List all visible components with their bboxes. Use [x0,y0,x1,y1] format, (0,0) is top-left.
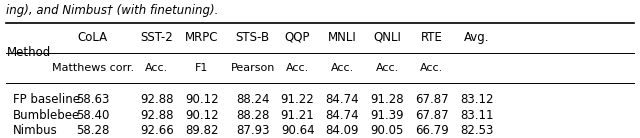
Text: Bumblebee: Bumblebee [13,109,80,122]
Text: 91.39: 91.39 [371,109,404,122]
Text: 58.40: 58.40 [76,109,109,122]
Text: 90.64: 90.64 [281,124,314,137]
Text: 90.12: 90.12 [185,109,218,122]
Text: 66.79: 66.79 [415,124,449,137]
Text: 67.87: 67.87 [415,109,449,122]
Text: ing), and Nimbus† (with finetuning).: ing), and Nimbus† (with finetuning). [6,4,219,17]
Text: QNLI: QNLI [373,31,401,44]
Text: Avg.: Avg. [464,31,490,44]
Text: 91.22: 91.22 [281,93,314,106]
Text: 90.05: 90.05 [371,124,404,137]
Text: 84.09: 84.09 [326,124,359,137]
Text: Acc.: Acc. [376,63,399,73]
Text: 83.11: 83.11 [460,109,493,122]
Text: MRPC: MRPC [185,31,218,44]
Text: Acc.: Acc. [286,63,309,73]
Text: 84.74: 84.74 [326,109,359,122]
Text: Nimbus: Nimbus [13,124,58,137]
Text: 83.12: 83.12 [460,93,493,106]
Text: 88.28: 88.28 [236,109,269,122]
Text: STS-B: STS-B [236,31,270,44]
Text: 84.74: 84.74 [326,93,359,106]
Text: 67.87: 67.87 [415,93,449,106]
Text: Acc.: Acc. [145,63,168,73]
Text: 58.28: 58.28 [76,124,109,137]
Text: 89.82: 89.82 [185,124,218,137]
Text: 90.12: 90.12 [185,93,218,106]
Text: Acc.: Acc. [331,63,354,73]
Text: RTE: RTE [421,31,443,44]
Text: 92.66: 92.66 [140,124,173,137]
Text: 82.53: 82.53 [460,124,493,137]
Text: F1: F1 [195,63,208,73]
Text: CoLA: CoLA [77,31,108,44]
Text: 92.88: 92.88 [140,93,173,106]
Text: QQP: QQP [285,31,310,44]
Text: 91.21: 91.21 [281,109,314,122]
Text: Matthews corr.: Matthews corr. [52,63,134,73]
Text: FP baseline: FP baseline [13,93,80,106]
Text: MNLI: MNLI [328,31,356,44]
Text: Method: Method [6,46,51,59]
Text: 87.93: 87.93 [236,124,269,137]
Text: 91.28: 91.28 [371,93,404,106]
Text: 92.88: 92.88 [140,109,173,122]
Text: Pearson: Pearson [230,63,275,73]
Text: SST-2: SST-2 [140,31,173,44]
Text: 58.63: 58.63 [76,93,109,106]
Text: Acc.: Acc. [420,63,444,73]
Text: 88.24: 88.24 [236,93,269,106]
